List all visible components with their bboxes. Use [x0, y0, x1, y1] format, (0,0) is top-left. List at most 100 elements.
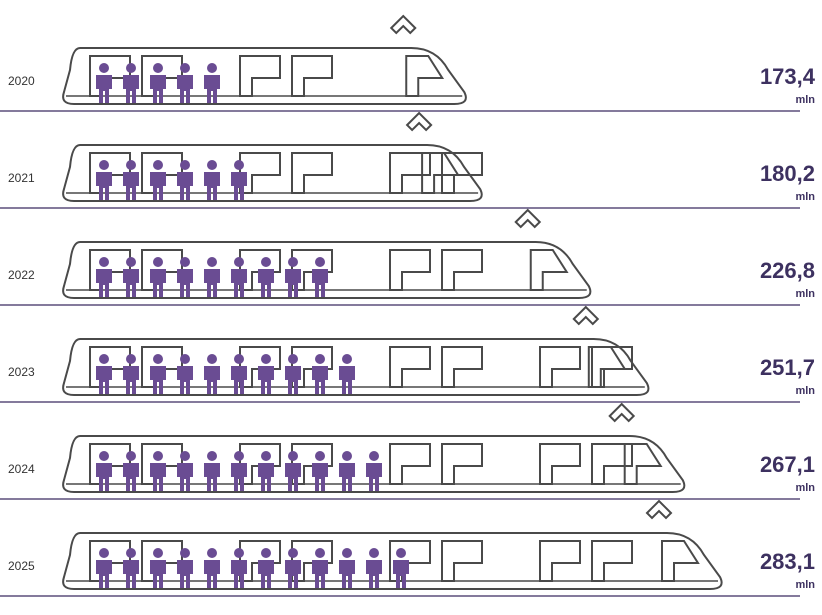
person-icon	[204, 451, 220, 491]
window	[389, 152, 431, 194]
window	[591, 540, 633, 582]
person-icon	[96, 548, 112, 588]
pantograph	[514, 208, 542, 229]
person-body	[231, 560, 247, 588]
person-icon	[312, 548, 328, 588]
front-window	[623, 443, 663, 485]
person-head	[99, 548, 109, 558]
window	[291, 249, 333, 291]
person-head	[261, 451, 271, 461]
person-icon	[96, 257, 112, 297]
person-body	[312, 269, 328, 297]
person-icon	[123, 548, 139, 588]
person-icon	[258, 451, 274, 491]
person-head	[126, 451, 136, 461]
person-icon	[150, 257, 166, 297]
window	[291, 443, 333, 485]
unit-label: mln	[795, 385, 815, 397]
person-icon	[177, 63, 193, 103]
person-body	[96, 560, 112, 588]
pantograph	[405, 111, 433, 132]
front-window	[405, 55, 445, 97]
person-body	[177, 269, 193, 297]
person-icon	[204, 354, 220, 394]
person-body	[312, 560, 328, 588]
person-body	[285, 560, 301, 588]
front-window	[529, 249, 569, 291]
person-body	[231, 269, 247, 297]
pantograph	[608, 402, 636, 423]
person-head	[180, 548, 190, 558]
person-body	[258, 463, 274, 491]
person-head	[126, 548, 136, 558]
year-label: 2024	[8, 462, 35, 476]
person-head	[261, 354, 271, 364]
train	[62, 402, 686, 493]
person-body	[258, 560, 274, 588]
person-head	[153, 451, 163, 461]
person-body	[231, 172, 247, 200]
person-icon	[312, 257, 328, 297]
pantograph	[572, 305, 600, 326]
person-icon	[204, 160, 220, 200]
person-head	[207, 548, 217, 558]
person-head	[234, 257, 244, 267]
person-body	[285, 269, 301, 297]
value-label: 283,1	[760, 549, 815, 574]
person-body	[150, 269, 166, 297]
person-head	[288, 354, 298, 364]
window	[441, 443, 483, 485]
person-body	[204, 366, 220, 394]
person-icon	[123, 257, 139, 297]
person-body	[366, 560, 382, 588]
person-head	[207, 257, 217, 267]
person-icon	[123, 451, 139, 491]
year-label: 2021	[8, 171, 35, 185]
person-icon	[96, 63, 112, 103]
person-body	[150, 463, 166, 491]
person-body	[177, 463, 193, 491]
person-head	[180, 63, 190, 73]
person-icon	[231, 451, 247, 491]
person-body	[339, 366, 355, 394]
person-icon	[123, 160, 139, 200]
person-head	[126, 257, 136, 267]
person-head	[234, 160, 244, 170]
person-icon	[285, 354, 301, 394]
person-icon	[231, 160, 247, 200]
person-head	[207, 354, 217, 364]
person-icon	[177, 354, 193, 394]
value-label: 180,2	[760, 161, 815, 186]
person-head	[180, 257, 190, 267]
person-head	[153, 257, 163, 267]
person-head	[234, 354, 244, 364]
person-icon	[177, 160, 193, 200]
person-body	[96, 75, 112, 103]
person-head	[207, 160, 217, 170]
window	[389, 346, 431, 388]
person-head	[234, 548, 244, 558]
person-icon	[258, 354, 274, 394]
person-body	[231, 463, 247, 491]
train	[62, 499, 723, 590]
person-head	[153, 548, 163, 558]
unit-label: mln	[795, 288, 815, 300]
window	[239, 55, 281, 97]
person-icon	[177, 451, 193, 491]
person-head	[234, 451, 244, 461]
window	[441, 346, 483, 388]
window	[291, 346, 333, 388]
person-body	[312, 366, 328, 394]
person-body	[123, 463, 139, 491]
person-head	[180, 451, 190, 461]
value-label: 267,1	[760, 452, 815, 477]
person-icon	[204, 548, 220, 588]
window	[539, 540, 581, 582]
window	[539, 346, 581, 388]
person-body	[177, 366, 193, 394]
person-body	[150, 366, 166, 394]
person-body	[231, 366, 247, 394]
person-body	[177, 172, 193, 200]
person-body	[123, 560, 139, 588]
